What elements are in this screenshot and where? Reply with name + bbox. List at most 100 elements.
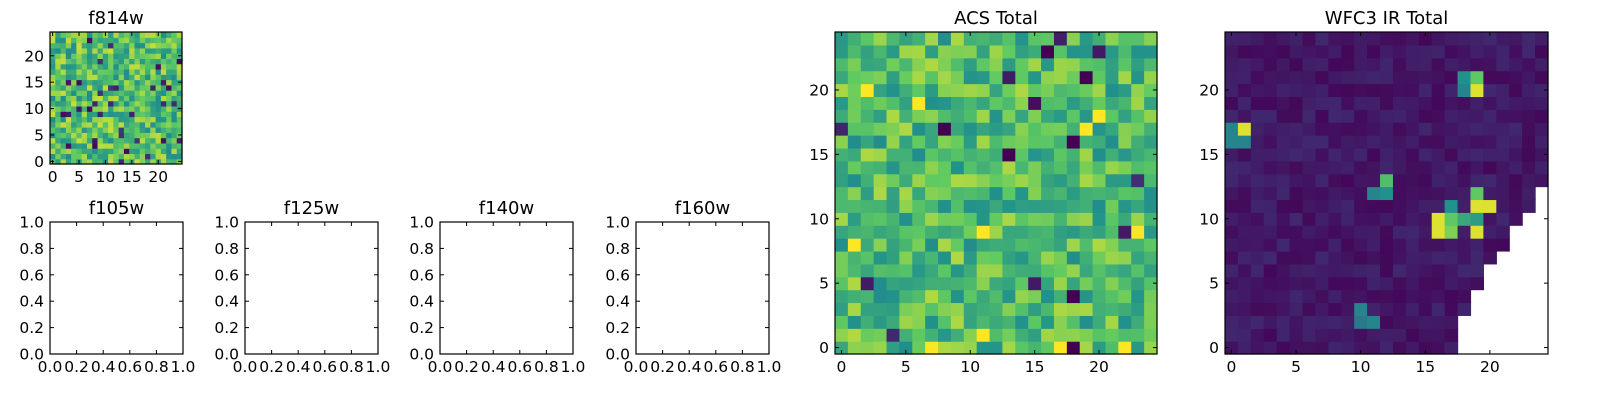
heatmap-cell (1053, 263, 1068, 278)
heatmap-cell (97, 37, 104, 44)
heatmap-cell (847, 135, 862, 149)
heatmap-cell (1237, 109, 1252, 123)
heatmap-cell (1276, 109, 1291, 123)
heatmap-cell (976, 57, 991, 72)
heatmap-cell (1418, 250, 1433, 265)
heatmap-cell (1237, 328, 1252, 342)
heatmap-cell (81, 74, 88, 81)
heatmap-cell (155, 142, 162, 149)
heatmap-cell (1392, 315, 1407, 329)
heatmap-cell (1496, 57, 1510, 72)
heatmap-cell (873, 238, 888, 252)
heatmap-cell (1041, 212, 1055, 226)
heatmap-cell (113, 74, 120, 81)
heatmap-cell (1405, 250, 1420, 265)
heatmap-cell (155, 42, 162, 49)
heatmap-cell (1144, 57, 1158, 72)
heatmap-cell (989, 44, 1004, 59)
heatmap-cell (1431, 135, 1446, 149)
heatmap-cell (1405, 186, 1420, 201)
heatmap-cell (86, 42, 93, 49)
heatmap-cell (950, 341, 965, 355)
heatmap-cell (899, 70, 913, 85)
heatmap-cell (1276, 212, 1291, 226)
heatmap-cell (113, 132, 120, 139)
heatmap-cell (171, 121, 178, 128)
heatmap-cell (1392, 122, 1407, 136)
heatmap-cell (1457, 173, 1472, 188)
heatmap-cell (1118, 212, 1132, 226)
heatmap-cell (1367, 276, 1381, 291)
heatmap-cell (118, 79, 125, 86)
heatmap-cell (108, 111, 114, 118)
heatmap-cell (1263, 186, 1278, 201)
heatmap-cell (150, 142, 157, 149)
heatmap-cell (1237, 315, 1252, 329)
heatmap-cell (1015, 70, 1029, 85)
heatmap-cell (925, 122, 939, 136)
heatmap-cell (1263, 328, 1278, 342)
heatmap-cell (171, 111, 178, 118)
panel-title: ACS Total (954, 8, 1038, 29)
heatmap-cell (1302, 289, 1317, 304)
y-tick-label: 0 (819, 339, 829, 357)
heatmap-cell (118, 32, 125, 38)
heatmap-cell (1263, 96, 1278, 110)
heatmap-cell (1483, 122, 1497, 136)
heatmap-cell (76, 79, 83, 86)
heatmap-cell (1418, 263, 1433, 278)
heatmap-cell (176, 90, 183, 96)
heatmap-cell (118, 63, 125, 70)
y-tick-label: 0.8 (409, 240, 434, 258)
x-tick-label: 10 (960, 358, 980, 376)
heatmap-cell (1131, 186, 1145, 201)
heatmap-cell (989, 135, 1004, 149)
y-tick-label: 10 (1199, 210, 1219, 228)
heatmap-cell (60, 58, 67, 65)
heatmap-cell (1237, 173, 1252, 188)
heatmap-cell (950, 70, 965, 85)
heatmap-cell (1066, 173, 1081, 188)
heatmap-cell (76, 127, 83, 133)
heatmap-cell (835, 173, 849, 188)
heatmap-cell (1444, 83, 1459, 97)
heatmap-cell (1053, 289, 1068, 304)
heatmap-cell (71, 142, 77, 149)
heatmap-cell (1380, 96, 1394, 110)
heatmap-cell (1457, 109, 1472, 123)
heatmap-cell (1289, 238, 1304, 252)
heatmap-cell (860, 289, 875, 304)
heatmap-cell (86, 53, 93, 59)
heatmap-cell (123, 68, 130, 75)
heatmap-cell (60, 142, 67, 149)
heatmap-cell (1028, 276, 1042, 291)
heatmap-cell (86, 95, 93, 102)
heatmap-cell (1328, 250, 1342, 265)
heatmap-cell (1041, 70, 1055, 85)
heatmap-cell (97, 79, 104, 86)
heatmap-cell (1405, 199, 1420, 213)
heatmap-cell (1225, 173, 1239, 188)
heatmap-cell (166, 79, 173, 86)
heatmap-cell (873, 302, 888, 316)
heatmap-cell (989, 276, 1004, 291)
heatmap-cell (60, 148, 67, 155)
heatmap-cell (113, 111, 120, 118)
heatmap-cell (86, 90, 93, 96)
heatmap-cell (847, 238, 862, 252)
heatmap-cell (1418, 212, 1433, 226)
y-tick-label: 0.0 (409, 346, 434, 364)
heatmap-cell (1405, 302, 1420, 316)
heatmap-cell (963, 109, 978, 123)
heatmap-cell (1041, 276, 1055, 291)
heatmap-cell (129, 68, 136, 75)
y-tick-label: 15 (24, 74, 44, 92)
heatmap-cell (1028, 315, 1042, 329)
heatmap-cell (976, 289, 991, 304)
heatmap-cell (1118, 135, 1132, 149)
heatmap-cell (1028, 173, 1042, 188)
heatmap-cell (176, 148, 183, 155)
heatmap-cell (176, 95, 183, 102)
heatmap-cell (1041, 328, 1055, 342)
heatmap-cell (113, 37, 120, 44)
